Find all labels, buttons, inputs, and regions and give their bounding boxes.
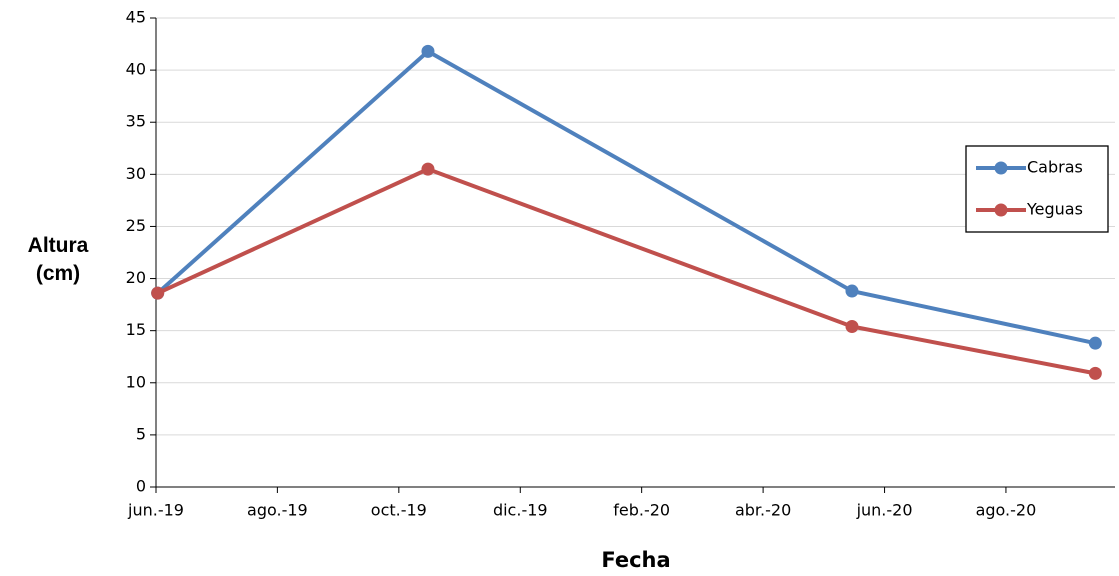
y-tick-label: 10 bbox=[126, 372, 146, 391]
y-tick-label: 0 bbox=[136, 477, 146, 496]
y-tick-label: 15 bbox=[126, 320, 146, 339]
x-tick-label: jun.-20 bbox=[856, 501, 913, 520]
legend-label: Cabras bbox=[1027, 158, 1083, 177]
legend-marker bbox=[994, 203, 1008, 217]
x-tick-label: ago.-20 bbox=[976, 501, 1037, 520]
legend-marker bbox=[994, 161, 1008, 175]
point bbox=[1088, 366, 1102, 380]
point bbox=[1088, 336, 1102, 350]
y-axis-label: Altura (cm) bbox=[27, 234, 89, 285]
y-tick-label: 30 bbox=[126, 164, 146, 183]
x-tick-label: oct.-19 bbox=[371, 501, 427, 520]
x-axis-label: Fecha bbox=[601, 548, 670, 572]
y-tick-label: 25 bbox=[126, 216, 146, 235]
y-tick-label: 20 bbox=[126, 268, 146, 287]
legend-box bbox=[965, 145, 1109, 233]
y-tick-label: 40 bbox=[126, 60, 146, 79]
y-tick-label: 5 bbox=[136, 424, 146, 443]
x-tick-label: jun.-19 bbox=[127, 501, 184, 520]
y-tick-label: 45 bbox=[126, 8, 146, 27]
point bbox=[421, 44, 435, 58]
legend: Cabras Yeguas bbox=[965, 145, 1109, 233]
x-tick-label: dic.-19 bbox=[493, 501, 548, 520]
series-line bbox=[156, 49, 1096, 346]
x-tick-label: abr.-20 bbox=[735, 501, 791, 520]
point bbox=[845, 319, 859, 333]
point bbox=[151, 286, 165, 300]
series-line bbox=[156, 167, 1096, 376]
x-tick-label: feb.-20 bbox=[613, 501, 670, 520]
point bbox=[845, 284, 859, 298]
x-tick-label: ago.-19 bbox=[247, 501, 308, 520]
legend-label: Yeguas bbox=[1026, 200, 1083, 219]
point bbox=[421, 162, 435, 176]
y-tick-label: 35 bbox=[126, 112, 146, 131]
